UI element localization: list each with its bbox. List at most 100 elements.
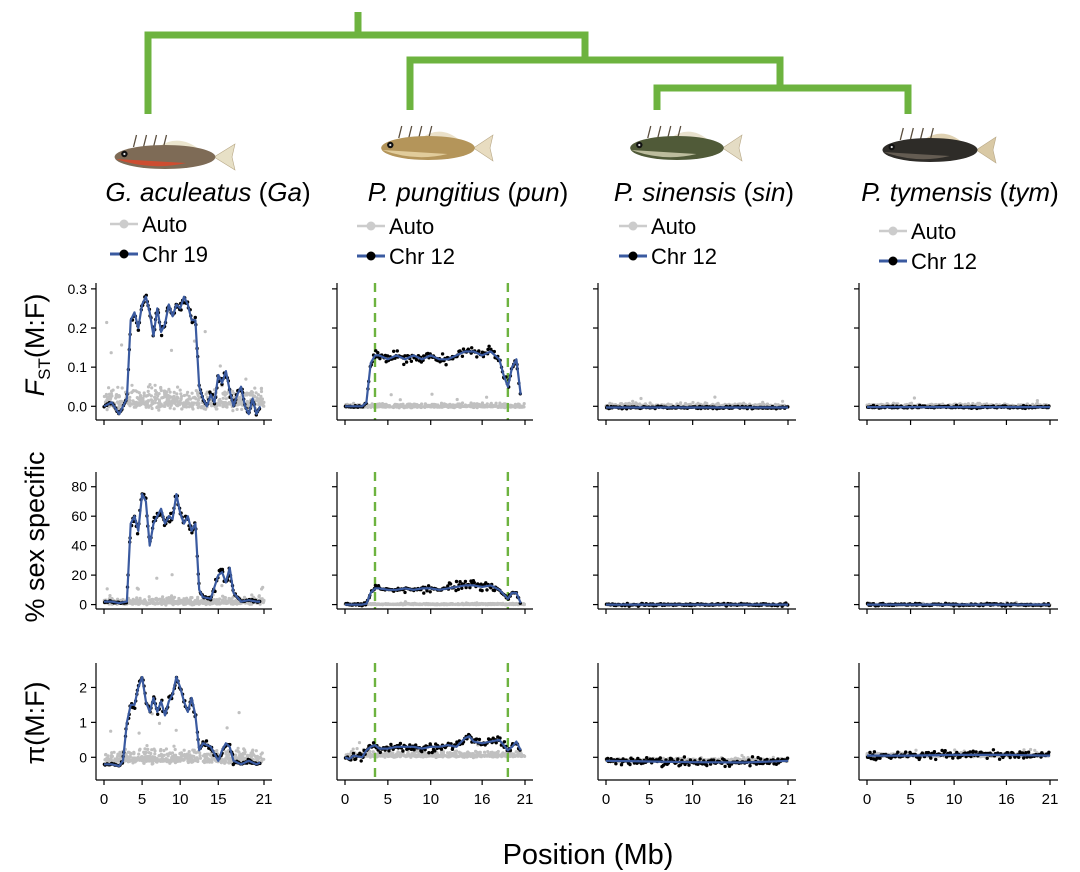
chr-point [456, 587, 461, 592]
auto-point [194, 758, 198, 763]
species-abbr: tym [1008, 177, 1050, 207]
auto-point [150, 386, 154, 390]
y-tick-label: 60 [71, 508, 87, 524]
chr-point [378, 750, 382, 755]
auto-point [384, 402, 388, 406]
auto-point [393, 602, 397, 606]
auto-point [128, 751, 132, 756]
y-tick-label: 1 [79, 714, 87, 730]
species-paren-close: ) [785, 177, 794, 207]
auto-point [410, 602, 414, 606]
chr-point [486, 347, 490, 352]
auto-point [105, 408, 109, 412]
auto-point [142, 391, 146, 395]
chr-point [433, 749, 437, 753]
auto-point [150, 402, 154, 406]
y-tick-label: 0 [79, 597, 87, 613]
row-label-fst: FST(M:F) [20, 294, 54, 397]
auto-point [153, 602, 157, 606]
auto-point [186, 759, 190, 763]
auto-point [516, 405, 520, 409]
legend-auto-label: Auto [389, 214, 434, 239]
auto-point [139, 402, 143, 407]
auto-point [495, 602, 499, 606]
auto-point [143, 401, 147, 405]
auto-point [207, 760, 212, 764]
auto-point [145, 403, 149, 407]
auto-point [183, 597, 187, 601]
auto-point [147, 595, 151, 599]
species-name: P. sinensis [614, 177, 736, 207]
auto-point [199, 406, 204, 410]
auto-point [457, 602, 461, 607]
auto-point [109, 753, 114, 758]
auto-point [223, 596, 227, 600]
auto-point [157, 721, 162, 726]
auto-point [160, 600, 164, 604]
auto-point [258, 402, 262, 406]
auto-point [161, 595, 165, 599]
auto-point [150, 406, 154, 411]
auto-point [381, 405, 385, 409]
auto-point [130, 383, 134, 387]
chr-point [487, 344, 491, 348]
auto-point [448, 602, 452, 606]
auto-point [494, 401, 498, 405]
auto-point [441, 755, 445, 759]
auto-point [209, 401, 213, 405]
auto-point [158, 758, 162, 762]
species-abbr: sin [752, 177, 785, 207]
fish-icon-tym [882, 127, 997, 164]
species-paren-close: ) [302, 177, 311, 207]
y-tick-label: 0.0 [68, 398, 88, 414]
auto-point [185, 393, 189, 397]
legend-chr-label: Chr 12 [651, 244, 717, 269]
tree-clade-sin-tym-branch [653, 84, 912, 114]
auto-point [176, 385, 180, 389]
auto-point [374, 602, 378, 607]
auto-point [516, 752, 520, 757]
chr-point [448, 582, 453, 586]
auto-point [383, 751, 387, 755]
auto-point [154, 392, 158, 396]
auto-point [168, 406, 172, 410]
fish-icon-pun [381, 125, 494, 162]
auto-point [194, 397, 198, 401]
auto-point [159, 747, 163, 752]
legend-auto-marker [888, 226, 898, 236]
auto-point [150, 600, 154, 604]
auto-point [195, 601, 199, 605]
auto-point [176, 759, 180, 764]
auto-point [393, 402, 397, 406]
auto-point [172, 407, 176, 411]
auto-point [259, 386, 264, 390]
auto-point [183, 752, 187, 757]
auto-point [497, 405, 501, 409]
auto-point [519, 754, 523, 759]
species-paren-open: ( [992, 177, 1008, 207]
auto-point [153, 383, 157, 387]
auto-point [190, 600, 194, 605]
auto-point [454, 749, 459, 753]
auto-point [105, 320, 109, 325]
auto-point [134, 400, 138, 404]
auto-point [218, 364, 222, 368]
auto-point [479, 403, 483, 407]
auto-point [146, 747, 150, 752]
legend-auto-label: Auto [911, 219, 956, 244]
auto-point [417, 752, 421, 756]
auto-point [142, 758, 146, 762]
auto-point [392, 755, 396, 759]
auto-point [214, 407, 218, 411]
species-paren-open: ( [500, 177, 516, 207]
chr-smooth-line [345, 350, 522, 408]
auto-point [157, 754, 161, 758]
auto-point [474, 749, 478, 754]
chr-point [440, 352, 445, 356]
auto-point [245, 399, 249, 404]
auto-point [173, 747, 177, 752]
auto-point [215, 602, 219, 606]
auto-point [216, 599, 220, 603]
auto-point [139, 395, 143, 399]
